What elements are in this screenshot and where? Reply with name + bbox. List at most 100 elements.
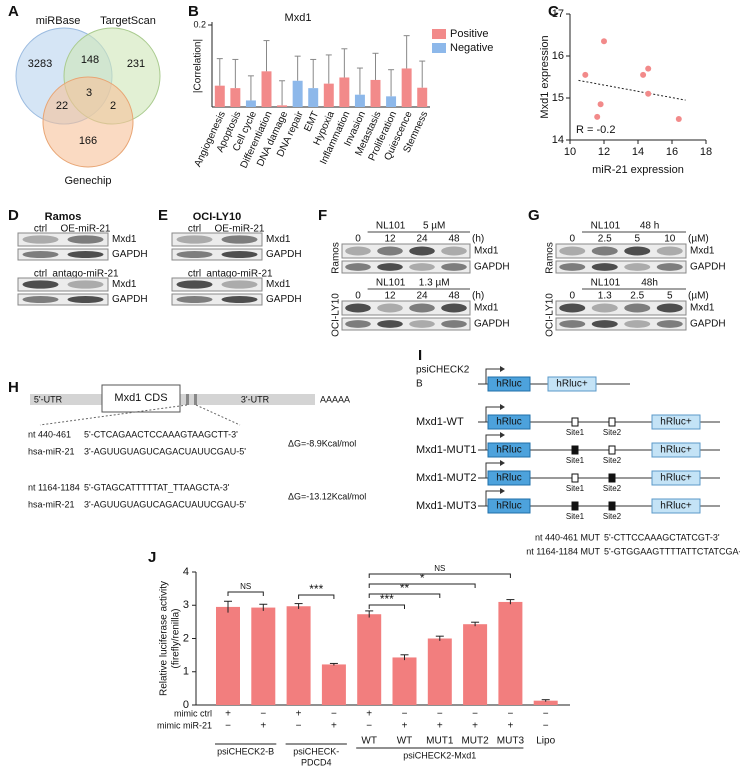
blot-band <box>409 320 435 328</box>
bar <box>427 638 452 705</box>
condition-label: mimic ctrl <box>174 708 212 718</box>
bar <box>357 614 382 705</box>
panel-label: D <box>8 207 19 224</box>
promoter-arrow <box>485 490 500 506</box>
bar <box>498 601 523 705</box>
condition-mark: + <box>402 721 408 732</box>
band-label: Mxd1 <box>266 279 291 290</box>
bar <box>321 664 346 705</box>
blot <box>17 248 109 261</box>
venn-count: 231 <box>127 58 145 70</box>
condition-mark: − <box>543 709 549 720</box>
site-box <box>571 445 579 455</box>
bar <box>370 79 381 107</box>
venn-count: 3283 <box>28 58 52 70</box>
condition-mark: − <box>296 721 302 732</box>
point <box>645 65 652 72</box>
legend-swatch <box>432 29 446 39</box>
site-label: nt 1164-1184 <box>28 482 80 492</box>
set-label: Genechip <box>64 175 111 187</box>
bar <box>401 68 412 107</box>
venn-count: 3 <box>86 87 92 99</box>
blot-band <box>176 250 213 259</box>
venn-count: 148 <box>81 54 99 66</box>
blot-band <box>176 295 213 304</box>
significance: NS <box>434 564 445 573</box>
segment: AAAAA <box>320 394 350 404</box>
bar <box>251 607 276 705</box>
condition-mark: − <box>507 709 513 720</box>
x-tick-label: 12 <box>598 146 610 158</box>
blot-band <box>591 246 618 256</box>
sequence: 5'-GTAGCATTTTTAT_TTAAGCTA-3' <box>84 482 230 492</box>
lane-label: OE-miR-21 <box>214 224 264 235</box>
energy: ΔG=-13.12Kcal/mol <box>288 491 366 501</box>
blot-title: OCI-LY10 <box>193 211 242 223</box>
lane-label: 0 <box>569 234 575 245</box>
cell-label: OCI-LY10 <box>545 293 556 337</box>
mirna-label: hsa-miR-21 <box>28 446 75 456</box>
unit: (µM) <box>688 291 709 302</box>
venn-count: 22 <box>56 100 68 112</box>
significance: * <box>420 571 425 585</box>
construct-name: Mxd1-WT <box>416 416 464 428</box>
point <box>601 38 607 45</box>
sig-bracket <box>368 583 476 588</box>
point <box>645 90 652 97</box>
reporter-box <box>487 376 531 392</box>
x-tick-label: WT <box>361 736 377 747</box>
lane-label: ctrl <box>34 224 47 235</box>
blot-band <box>409 246 435 256</box>
blot-band <box>67 235 104 244</box>
lane-label: 24 <box>416 291 428 302</box>
blot-band <box>624 246 651 256</box>
venn-circle <box>42 76 134 168</box>
significance: NS <box>240 582 251 591</box>
bar <box>214 85 225 107</box>
cell-label: Ramos <box>331 242 342 274</box>
control-box <box>651 470 701 486</box>
element-label: hRluc <box>496 445 522 456</box>
blot-band <box>441 263 467 271</box>
bar <box>308 88 319 107</box>
blot-band <box>559 263 586 271</box>
blot-band <box>656 263 683 271</box>
point <box>675 116 682 122</box>
legend-label: Negative <box>450 42 493 54</box>
condition: 48h <box>641 278 658 289</box>
reporter-box <box>487 498 531 514</box>
blot-band <box>377 320 403 328</box>
y-axis-label: Relative luciferase activity <box>159 581 170 696</box>
arrow-head <box>500 366 505 372</box>
site-box <box>571 473 579 483</box>
x-tick-label: MUT3 <box>497 736 525 747</box>
blot <box>341 260 471 274</box>
sig-bracket <box>227 591 264 596</box>
x-axis-label: miR-21 expression <box>592 164 684 176</box>
blot <box>555 243 687 259</box>
blot-band <box>441 303 467 313</box>
promoter-arrow <box>485 462 500 478</box>
sig-bracket <box>368 604 405 609</box>
legend-swatch <box>432 43 446 53</box>
panel-label: F <box>318 207 327 224</box>
bar <box>277 105 288 107</box>
control-box <box>651 442 701 458</box>
blot-band <box>591 263 618 271</box>
arrow-head <box>500 460 505 466</box>
control-box <box>651 414 701 430</box>
blot-band <box>377 303 403 313</box>
lane-label: ctrl <box>188 224 201 235</box>
site-box <box>571 417 579 427</box>
condition-mark: − <box>472 709 478 720</box>
group-label: psiCHECK- <box>293 746 339 756</box>
point <box>594 113 601 120</box>
x-tick-label: Lipo <box>536 736 555 747</box>
set-label: miRBase <box>36 15 81 27</box>
blot <box>341 243 471 259</box>
blot-band <box>559 246 586 256</box>
bar <box>292 80 303 107</box>
y-tick-label: 0 <box>183 699 189 711</box>
mutant-seq: 5'-CTTCCAAAGCTATCGT-3' <box>604 532 720 542</box>
blot-band <box>345 246 371 256</box>
